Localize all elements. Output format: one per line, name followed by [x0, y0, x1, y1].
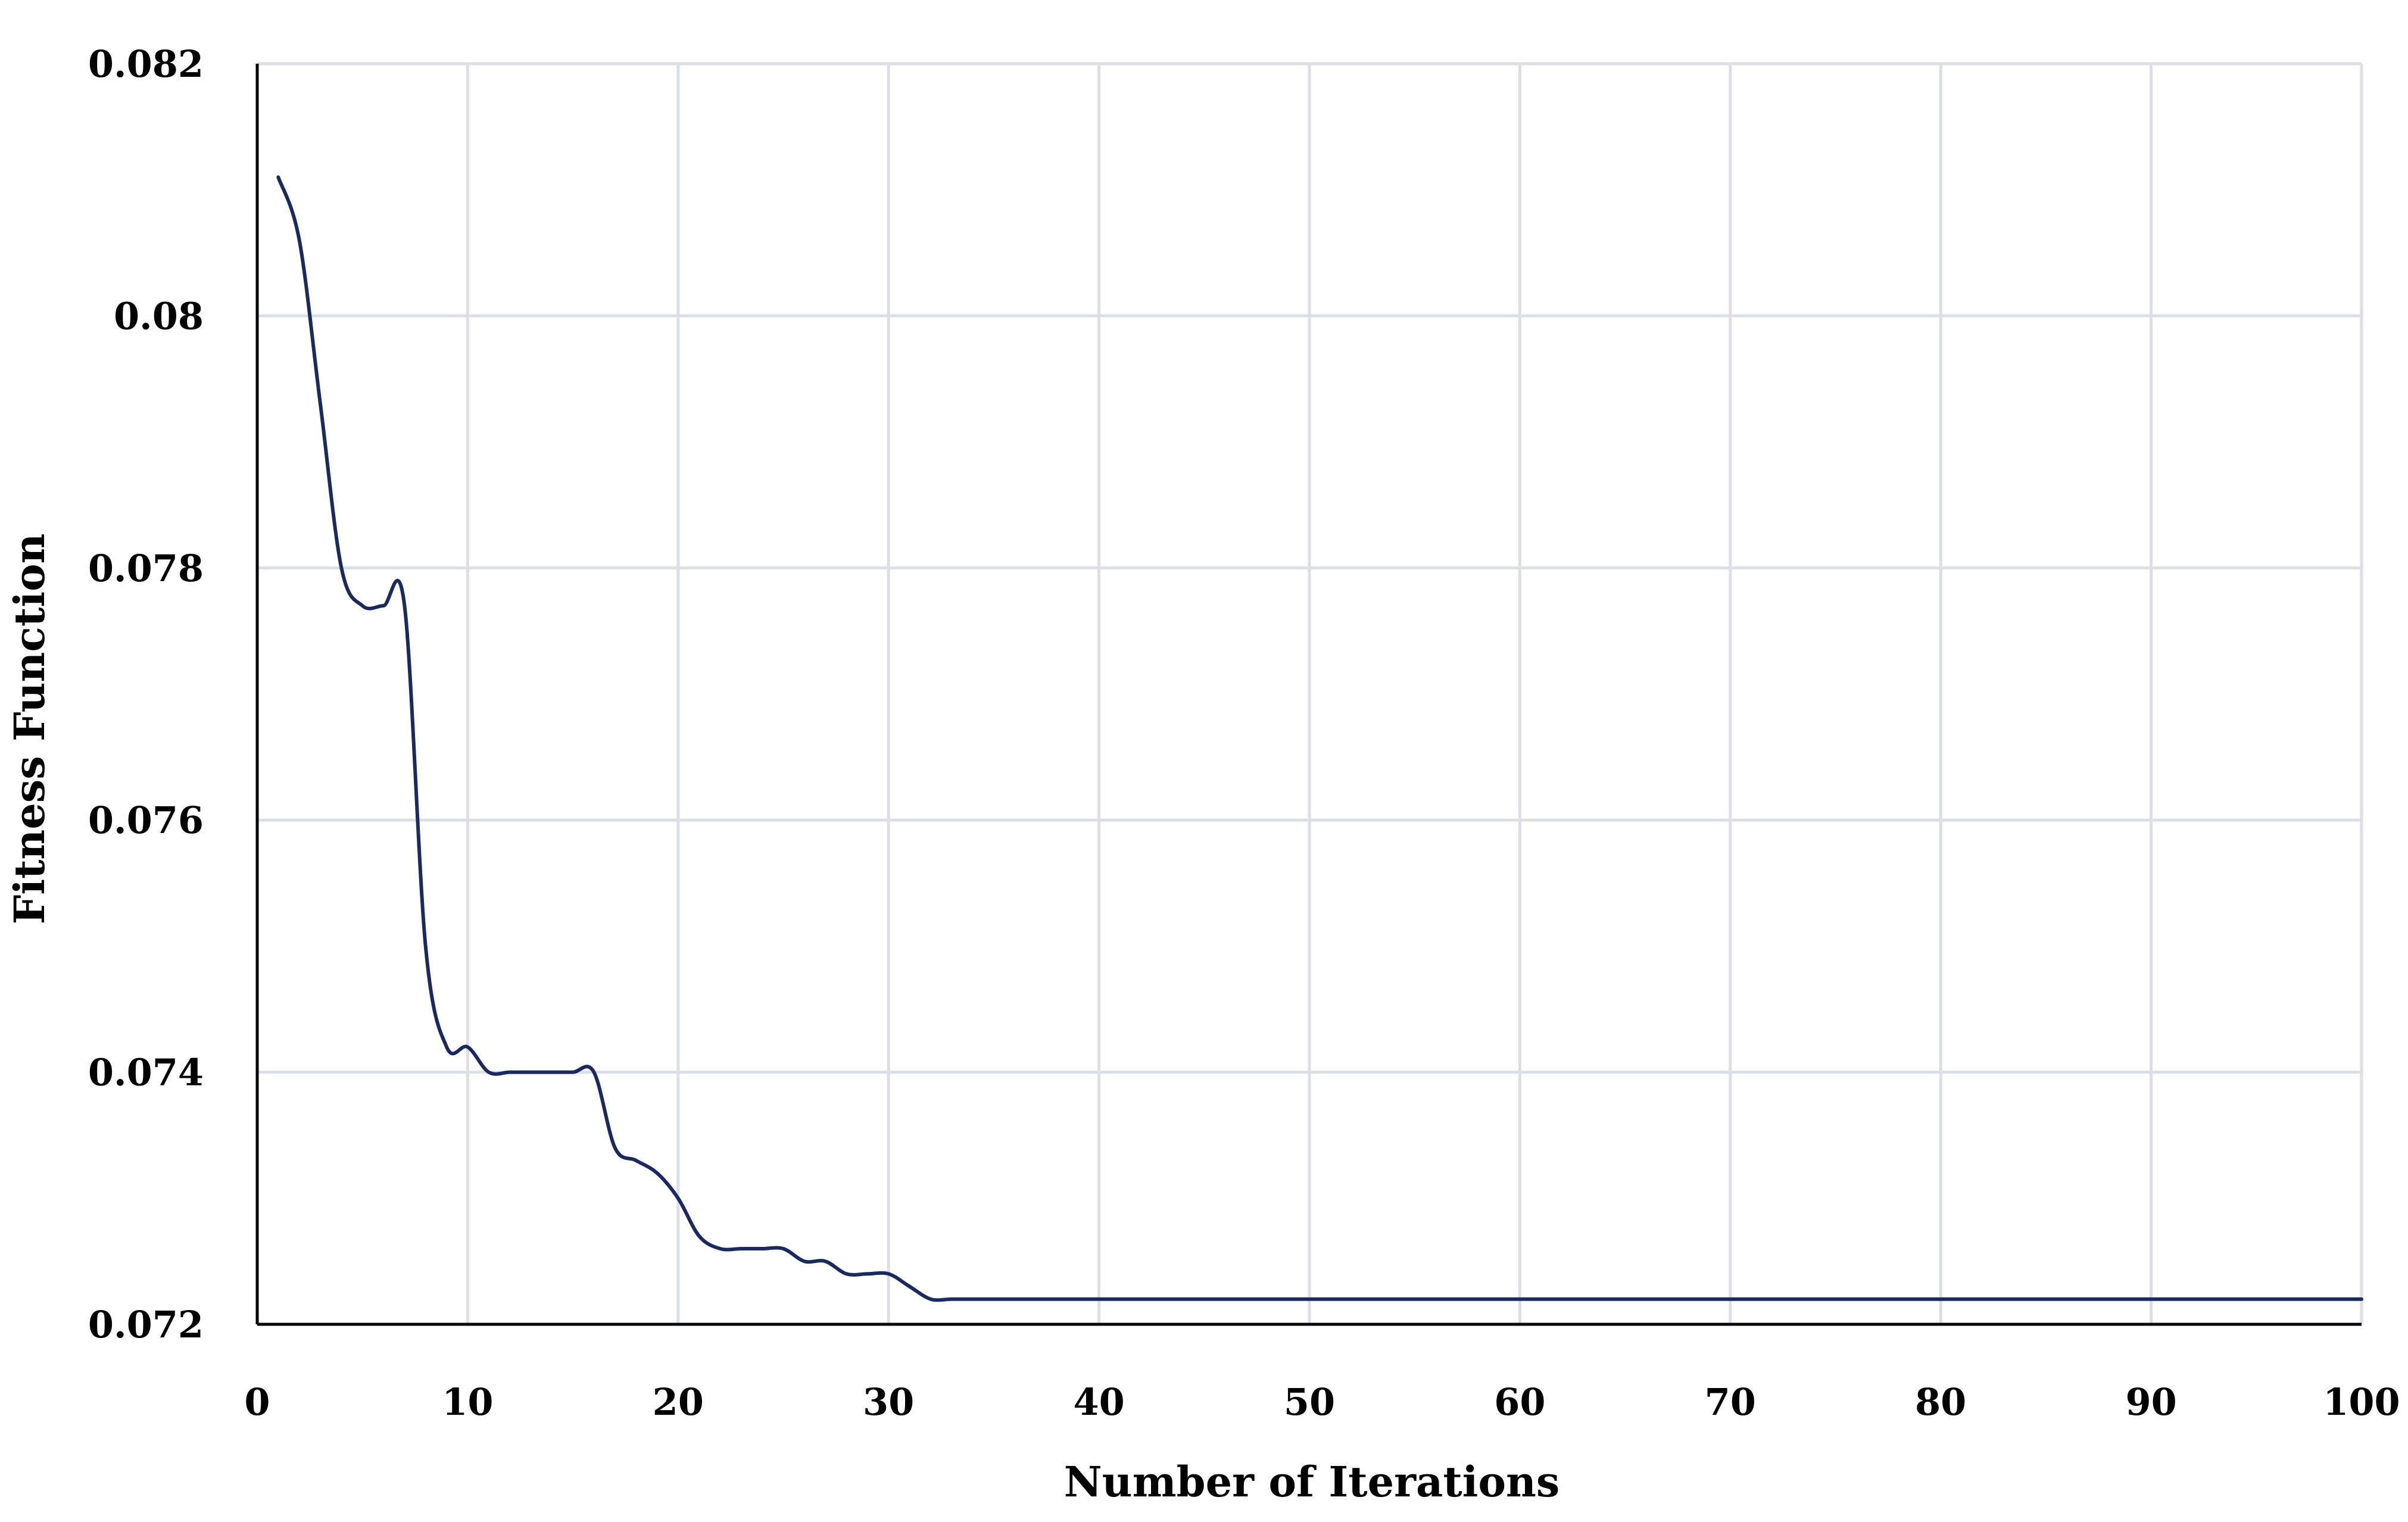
y-tick-label: 0.08	[114, 294, 204, 338]
y-axis-title: Fitness Function	[5, 534, 54, 925]
fitness-series-line	[276, 175, 2363, 1302]
x-axis-title: Number of Iterations	[1064, 1457, 1560, 1507]
x-tick-label: 20	[653, 1380, 704, 1424]
x-tick-label: 0	[244, 1380, 270, 1424]
x-tick-label: 10	[442, 1380, 493, 1424]
x-tick-label: 90	[2125, 1380, 2176, 1424]
x-tick-label: 50	[1284, 1380, 1335, 1424]
grid-lines	[257, 62, 2363, 1324]
x-tick-label: 70	[1705, 1380, 1756, 1424]
tick-labels: 0 10 20 30 40 50 60 70 80 90 100 0.072 0.074 0.076 0.0…	[88, 42, 2400, 1424]
x-tick-label: 100	[2323, 1380, 2400, 1424]
x-tick-label: 30	[863, 1380, 914, 1424]
axes	[255, 64, 2362, 1326]
y-tick-label: 0.074	[88, 1051, 204, 1094]
x-tick-label: 80	[1915, 1380, 1966, 1424]
x-tick-label: 40	[1073, 1380, 1124, 1424]
y-tick-label: 0.082	[88, 42, 204, 86]
y-tick-label: 0.076	[88, 799, 204, 842]
y-tick-label: 0.078	[88, 547, 204, 590]
x-tick-label: 60	[1494, 1380, 1545, 1424]
y-tick-label: 0.072	[88, 1303, 204, 1346]
series-layer	[276, 175, 2363, 1302]
